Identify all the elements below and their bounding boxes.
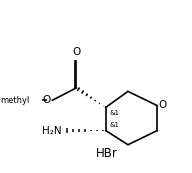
Text: O: O xyxy=(159,100,167,110)
Text: methyl: methyl xyxy=(1,96,30,105)
Text: &1: &1 xyxy=(109,122,119,128)
Text: &1: &1 xyxy=(109,110,119,116)
Text: HBr: HBr xyxy=(96,147,118,160)
Text: H₂N: H₂N xyxy=(42,126,61,135)
Text: O: O xyxy=(72,47,80,57)
Text: O: O xyxy=(42,95,50,105)
